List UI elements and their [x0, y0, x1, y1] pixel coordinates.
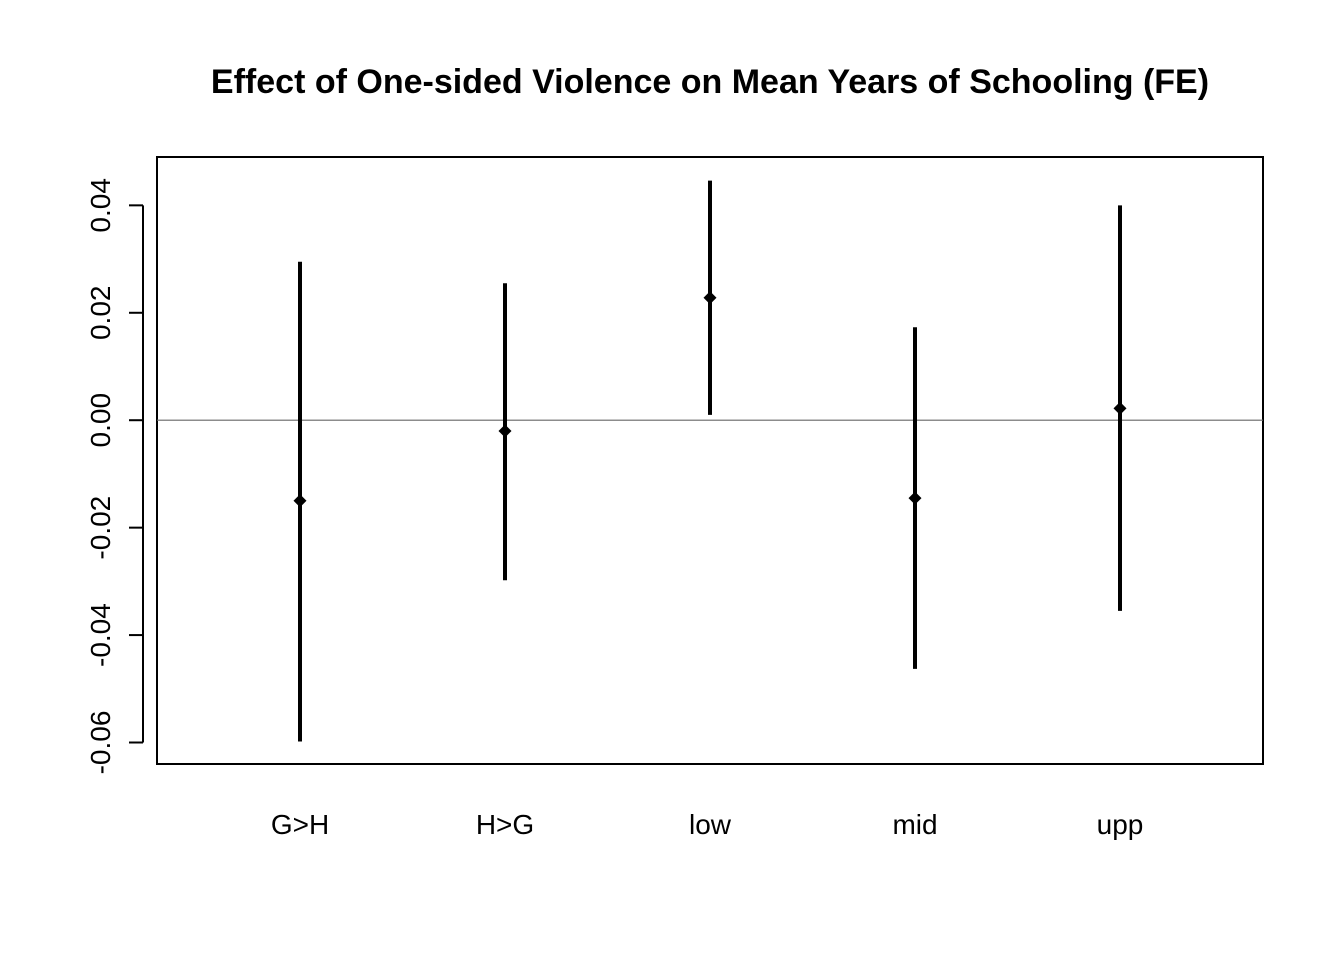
chart-title: Effect of One-sided Violence on Mean Yea…: [211, 63, 1209, 101]
x-tick-label: G>H: [271, 809, 329, 840]
y-tick-label: -0.06: [85, 711, 116, 775]
x-tick-label: upp: [1097, 809, 1144, 840]
y-tick-label: 0.00: [85, 393, 116, 448]
y-axis: -0.06 -0.04 -0.02 0.00 0.02 0.04: [85, 178, 144, 775]
plot-frame: [156, 156, 1264, 765]
x-axis: G>H H>G low mid upp: [271, 809, 1144, 840]
point-estimate-marker: [1113, 401, 1127, 415]
x-tick-label: low: [689, 809, 732, 840]
x-tick-label: mid: [892, 809, 937, 840]
x-tick-label: H>G: [476, 809, 534, 840]
y-tick-label: -0.02: [85, 496, 116, 560]
point-estimate-marker: [908, 491, 922, 505]
estimates-series: [293, 180, 1127, 742]
point-estimate-marker: [293, 494, 307, 508]
y-tick-label: 0.02: [85, 286, 116, 341]
point-estimate-marker: [498, 424, 512, 438]
y-tick-label: 0.04: [85, 178, 116, 233]
point-estimate-marker: [703, 291, 717, 305]
y-tick-label: -0.04: [85, 603, 116, 667]
